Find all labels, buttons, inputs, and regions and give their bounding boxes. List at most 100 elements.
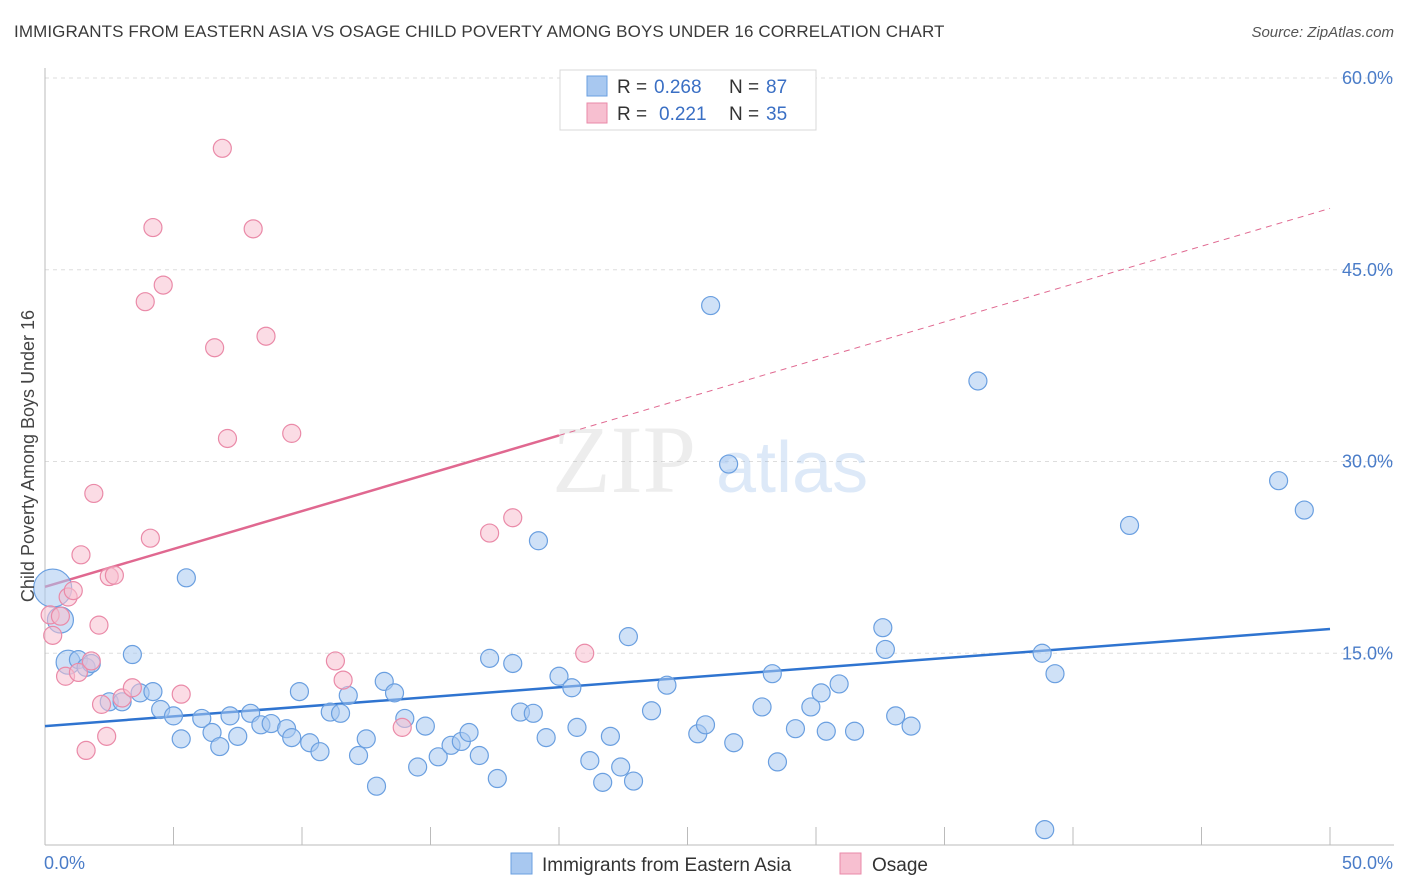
chart-title: IMMIGRANTS FROM EASTERN ASIA VS OSAGE CH… (14, 22, 945, 41)
point-osage (135, 292, 155, 312)
legend-r-value-blue: 0.268 (654, 77, 702, 98)
y-tick-label: 60.0% (1342, 68, 1393, 88)
point-eastern-asia (163, 706, 184, 726)
point-eastern-asia (623, 771, 644, 791)
point-eastern-asia (767, 752, 788, 772)
point-eastern-asia (611, 757, 631, 777)
point-osage (282, 423, 302, 443)
point-eastern-asia (724, 733, 744, 753)
legend-n-label-pink: N = (729, 104, 759, 125)
legend-r-label-pink: R = (617, 104, 647, 125)
point-osage (575, 643, 595, 663)
axes (44, 68, 1394, 846)
point-osage (256, 326, 276, 346)
point-osage (68, 662, 89, 683)
point-eastern-asia (549, 666, 569, 686)
point-osage (212, 138, 232, 158)
y-axis-label: Child Poverty Among Boys Under 16 (18, 310, 38, 602)
bottom-legend-swatch-pink (839, 852, 862, 875)
point-osage (76, 740, 96, 761)
point-eastern-asia (523, 703, 543, 723)
legend-r-value-pink: 0.221 (659, 104, 707, 125)
legend-r-label-blue: R = (617, 77, 647, 98)
point-osage (89, 615, 109, 635)
point-eastern-asia (829, 674, 849, 694)
watermark-zip: ZIP (552, 406, 696, 513)
point-osage (97, 726, 117, 746)
point-eastern-asia (875, 639, 895, 660)
point-eastern-asia (593, 772, 613, 792)
legend-n-label-blue: N = (729, 77, 759, 98)
point-eastern-asia (356, 729, 376, 749)
y-tick-label: 30.0% (1342, 452, 1393, 472)
point-osage (392, 717, 412, 737)
y-tick-label: 45.0% (1342, 260, 1393, 280)
point-osage (43, 625, 63, 645)
point-eastern-asia (562, 678, 582, 698)
bottom-legend-label-pink: Osage (872, 855, 928, 876)
point-eastern-asia (528, 531, 549, 551)
point-osage (143, 217, 163, 238)
point-eastern-asia (600, 726, 621, 746)
point-eastern-asia (480, 648, 500, 668)
legend-n-value-blue: 87 (766, 77, 787, 98)
legend-swatch-blue (586, 75, 608, 97)
point-eastern-asia (1032, 643, 1052, 663)
legend-n-value-pink: 35 (766, 104, 787, 125)
point-eastern-asia (752, 697, 772, 717)
point-osage (325, 651, 346, 671)
point-eastern-asia (487, 768, 507, 789)
trend-line-osage-extension (558, 207, 1331, 436)
point-eastern-asia (384, 683, 405, 703)
point-eastern-asia (641, 701, 662, 721)
bottom-legend: Immigrants from Eastern Asia Osage (510, 852, 928, 876)
point-eastern-asia (701, 295, 721, 316)
point-eastern-asia (785, 719, 806, 739)
bottom-legend-swatch-blue (510, 852, 533, 875)
point-eastern-asia (618, 627, 638, 647)
point-eastern-asia (968, 371, 988, 391)
top-legend: R = 0.268 N = 87 R = 0.221 N = 35 (559, 69, 817, 131)
point-eastern-asia (886, 706, 906, 726)
point-osage (81, 651, 101, 671)
point-eastern-asia (1268, 471, 1289, 491)
point-osage (71, 545, 91, 565)
point-osage (503, 508, 523, 528)
point-eastern-asia (844, 721, 865, 741)
watermark-atlas: atlas (716, 428, 868, 508)
point-eastern-asia (220, 706, 240, 726)
point-osage (153, 275, 173, 295)
watermark: ZIP atlas (552, 406, 868, 513)
point-eastern-asia (1035, 820, 1055, 840)
point-eastern-asia (228, 726, 248, 746)
point-eastern-asia (580, 751, 600, 771)
point-osage (122, 678, 142, 698)
point-eastern-asia (503, 653, 523, 674)
point-eastern-asia (408, 757, 428, 777)
point-osage (104, 565, 124, 585)
gridlines (45, 77, 1394, 654)
point-osage (243, 219, 263, 239)
point-eastern-asia (1294, 500, 1314, 520)
point-eastern-asia (348, 745, 369, 766)
point-eastern-asia (143, 681, 163, 702)
point-eastern-asia (719, 454, 739, 474)
data-points (33, 138, 1314, 840)
point-eastern-asia (901, 716, 921, 736)
y-tick-label: 15.0% (1342, 643, 1393, 663)
point-osage (84, 483, 104, 504)
x-tick-label: 0.0% (44, 853, 85, 873)
point-eastern-asia (1119, 515, 1140, 536)
point-osage (91, 694, 112, 714)
point-eastern-asia (176, 568, 196, 588)
point-eastern-asia (1045, 664, 1065, 684)
point-eastern-asia (310, 742, 330, 762)
point-eastern-asia (657, 675, 677, 695)
point-osage (63, 581, 83, 601)
bottom-legend-label-blue: Immigrants from Eastern Asia (542, 855, 792, 876)
point-osage (480, 523, 500, 543)
point-eastern-asia (459, 722, 479, 743)
point-osage (171, 684, 191, 704)
legend-swatch-pink (586, 102, 608, 124)
